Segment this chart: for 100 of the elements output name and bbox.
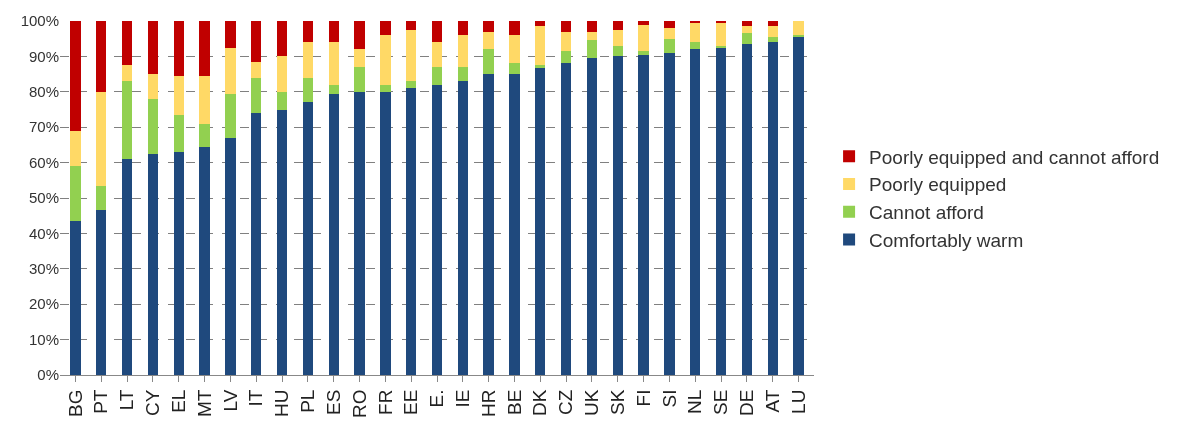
bar [483, 21, 494, 32]
bar [535, 26, 546, 66]
bar [328, 84, 339, 94]
bar [612, 45, 623, 57]
x-tick-label: MT [193, 389, 215, 418]
legend-label: Comfortably warm [869, 229, 1024, 251]
bar [96, 91, 107, 186]
y-tick-label: 80% [28, 83, 59, 101]
x-tick-label: BG [64, 389, 86, 418]
bar [431, 67, 443, 85]
bar [741, 33, 753, 45]
bar [70, 130, 81, 167]
x-tick-label: LU [787, 389, 809, 414]
y-tick-label: 100% [20, 12, 59, 30]
bar [741, 44, 753, 375]
y-tick-label: 0% [37, 366, 59, 384]
bar [690, 42, 701, 50]
bar [380, 91, 391, 375]
bar [147, 21, 159, 75]
bar [147, 153, 159, 375]
bar [70, 166, 81, 222]
bar [199, 75, 210, 124]
bar [741, 21, 753, 27]
x-tick-label: E. [426, 389, 448, 408]
bar [70, 21, 81, 131]
bar [586, 58, 598, 375]
x-tick-label: HU [271, 389, 293, 418]
x-tick-label: HR [477, 389, 499, 418]
bar [225, 93, 236, 138]
bar [664, 38, 675, 53]
x-tick-label: ES [322, 389, 344, 415]
bar [664, 21, 675, 29]
bar [302, 77, 314, 103]
bar [612, 29, 623, 46]
y-tick-label: 90% [28, 47, 59, 65]
bar [483, 49, 494, 75]
y-tick-label: 20% [28, 295, 59, 313]
bar [173, 75, 184, 115]
bar [690, 22, 701, 43]
bar [173, 21, 184, 76]
bar [276, 56, 288, 92]
bar [483, 74, 494, 375]
bar [612, 21, 623, 30]
bar [302, 102, 314, 375]
bar [767, 42, 778, 375]
bar [380, 35, 391, 85]
x-tick-label: EE [400, 389, 422, 415]
x-tick-label: DE [736, 389, 758, 417]
bar [354, 67, 365, 92]
bar [741, 26, 753, 34]
bar [121, 21, 133, 66]
x-tick-label: SK [606, 389, 628, 415]
bar [560, 31, 572, 52]
bar [225, 137, 236, 375]
bar [509, 35, 520, 64]
bar [354, 49, 365, 68]
bar [406, 88, 417, 375]
bar [457, 81, 468, 375]
x-tick-label: SI [658, 389, 680, 408]
x-tick-label: AT [761, 389, 783, 413]
bar [173, 114, 184, 152]
bar [276, 21, 288, 57]
bar [276, 109, 288, 375]
bar [121, 159, 133, 375]
bar [96, 210, 107, 375]
x-tick-label: IE [451, 389, 473, 408]
bar [431, 84, 443, 375]
bar [457, 35, 468, 68]
bar [199, 123, 210, 147]
y-tick-label: 30% [28, 260, 59, 278]
bar [406, 21, 417, 30]
bar [121, 81, 133, 160]
bar [535, 65, 546, 68]
bar [690, 49, 701, 375]
bar [509, 21, 520, 36]
bar [328, 21, 339, 43]
bar [225, 21, 236, 48]
bar [715, 47, 727, 375]
y-tick-label: 40% [28, 224, 59, 242]
bar [251, 77, 262, 114]
bar [406, 81, 417, 89]
x-tick-label: EL [167, 389, 189, 413]
bar [328, 93, 339, 375]
bar [535, 21, 546, 27]
y-tick-label: 10% [28, 330, 59, 348]
bar [328, 42, 339, 85]
bar [431, 42, 443, 68]
bar [121, 65, 133, 82]
bar [70, 221, 81, 375]
bar [586, 21, 598, 32]
bar [380, 21, 391, 36]
x-tick-label: DK [529, 389, 551, 417]
y-tick-label: 60% [28, 153, 59, 171]
bar [535, 67, 546, 375]
legend-label: Poorly equipped and cannot afford [869, 146, 1160, 168]
bar [302, 42, 314, 78]
x-tick-label: PL [297, 389, 319, 413]
bar [431, 21, 443, 43]
bar [147, 74, 159, 99]
x-tick-label: SE [710, 389, 732, 415]
